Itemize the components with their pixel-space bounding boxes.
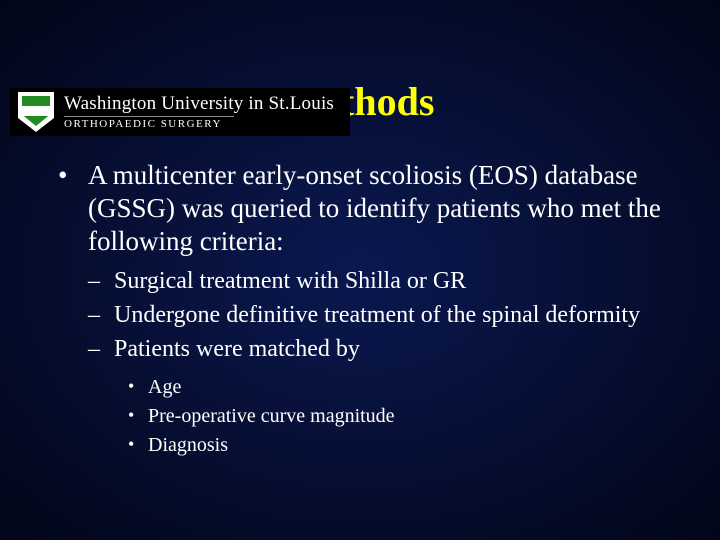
bullet-lvl3: Age [126,374,670,401]
bullet-lvl2: Undergone definitive treatment of the sp… [88,300,670,330]
shield-icon [18,92,54,132]
bullet-lvl3: Pre-operative curve magnitude [126,403,670,430]
bullet-lvl1-text: A multicenter early-onset scoliosis (EOS… [88,160,661,256]
logo-department-name: ORTHOPAEDIC SURGERY [64,116,234,130]
logo-university-name: Washington University in St.Louis [64,94,334,113]
slide-content: A multicenter early-onset scoliosis (EOS… [50,159,670,459]
bullet-lvl2: Surgical treatment with Shilla or GR [88,266,670,296]
bullet-lvl1: A multicenter early-onset scoliosis (EOS… [50,159,670,459]
logo-text-block: Washington University in St.Louis ORTHOP… [64,94,334,130]
bullet-lvl2-text: Surgical treatment with Shilla or GR [114,268,466,294]
institution-logo-banner: Washington University in St.Louis ORTHOP… [10,88,350,136]
bullet-lvl2: Patients were matched by Age Pre-operati… [88,334,670,459]
bullet-lvl2-text: Undergone definitive treatment of the sp… [114,302,640,328]
bullet-lvl2-text: Patients were matched by [114,336,360,362]
bullet-lvl3: Diagnosis [126,432,670,459]
bullet-lvl3-text: Pre-operative curve magnitude [148,405,395,427]
bullet-lvl3-text: Diagnosis [148,434,228,456]
bullet-lvl3-text: Age [148,376,181,398]
